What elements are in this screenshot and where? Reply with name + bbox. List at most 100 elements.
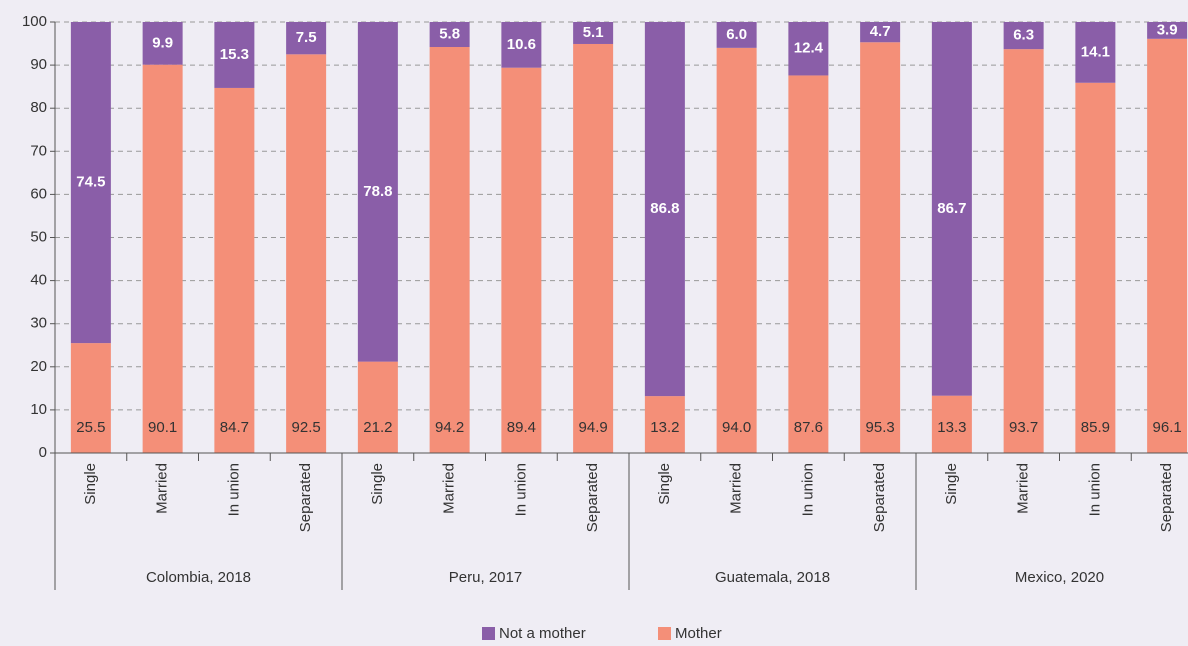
- bar-segment: [286, 54, 327, 453]
- data-label: 95.3: [866, 419, 895, 436]
- bar-segment: [1147, 38, 1188, 454]
- x-tick-label: Single: [82, 463, 99, 505]
- group-label: Colombia, 2018: [146, 569, 251, 586]
- bar-segment: [357, 361, 398, 453]
- data-label: 12.4: [794, 40, 824, 57]
- bar-segment: [644, 396, 685, 453]
- bar-segment: [788, 75, 829, 453]
- data-label: 96.1: [1153, 419, 1182, 436]
- data-label: 15.3: [220, 46, 249, 63]
- bar-segment: [931, 395, 972, 453]
- bar-segment: [214, 22, 255, 88]
- data-label: 84.7: [220, 419, 249, 436]
- x-tick-label: Married: [154, 463, 171, 514]
- bar-segment: [1003, 49, 1044, 453]
- x-tick-label: In union: [512, 463, 529, 516]
- x-tick-label: Single: [943, 463, 960, 505]
- x-tick-label: Separated: [871, 463, 888, 532]
- bar-segment: [501, 22, 542, 68]
- legend-swatch: [482, 627, 495, 640]
- x-tick-label: Married: [728, 463, 745, 514]
- x-tick-label: Married: [1015, 463, 1032, 514]
- bar-segment: [429, 22, 470, 47]
- data-label: 5.8: [439, 25, 460, 42]
- data-label: 6.0: [726, 26, 747, 43]
- bar-segment: [788, 22, 829, 76]
- group-label: Peru, 2017: [449, 569, 522, 586]
- bar-segment: [860, 22, 901, 43]
- legend-label: Not a mother: [499, 625, 586, 642]
- y-tick-label: 50: [30, 228, 47, 245]
- bar-segment: [1075, 82, 1116, 453]
- data-label: 86.8: [650, 200, 679, 217]
- data-label: 3.9: [1157, 21, 1178, 38]
- x-tick-label: Separated: [297, 463, 314, 532]
- y-tick-label: 70: [30, 142, 47, 159]
- data-label: 94.2: [435, 419, 464, 436]
- x-tick-label: Single: [369, 463, 386, 505]
- bar-segment: [214, 87, 255, 454]
- data-label: 94.9: [579, 419, 608, 436]
- x-tick-label: In union: [1086, 463, 1103, 516]
- data-label: 74.5: [76, 174, 105, 191]
- y-tick-label: 100: [22, 13, 47, 30]
- data-label: 5.1: [583, 24, 604, 41]
- bar-segment: [1075, 22, 1116, 83]
- data-label: 86.7: [937, 200, 966, 217]
- data-label: 13.2: [650, 419, 679, 436]
- bar-segment: [357, 22, 398, 362]
- bar-segment: [573, 43, 614, 454]
- data-label: 21.2: [363, 419, 392, 436]
- x-tick-label: In union: [799, 463, 816, 516]
- x-tick-label: In union: [225, 463, 242, 516]
- legend-label: Mother: [675, 625, 722, 642]
- y-tick-label: 90: [30, 56, 47, 73]
- bar-segment: [70, 343, 111, 453]
- legend-swatch: [658, 627, 671, 640]
- data-label: 87.6: [794, 419, 823, 436]
- y-tick-label: 30: [30, 315, 47, 332]
- bar-segment: [860, 42, 901, 454]
- data-label: 25.5: [76, 419, 105, 436]
- data-label: 6.3: [1013, 27, 1034, 44]
- bar-segment: [142, 22, 183, 65]
- x-tick-label: Separated: [584, 463, 601, 532]
- bar-segment: [1147, 22, 1188, 39]
- y-tick-label: 0: [39, 444, 47, 461]
- data-label: 93.7: [1009, 419, 1038, 436]
- data-label: 94.0: [722, 419, 751, 436]
- data-label: 78.8: [363, 183, 392, 200]
- bar-segment: [501, 67, 542, 453]
- group-label: Guatemala, 2018: [715, 569, 830, 586]
- x-tick-label: Separated: [1158, 463, 1175, 532]
- bar-segment: [142, 64, 183, 453]
- data-label: 90.1: [148, 419, 177, 436]
- y-tick-label: 40: [30, 272, 47, 289]
- bar-segment: [70, 22, 111, 344]
- bar-segment: [644, 22, 685, 397]
- y-tick-label: 80: [30, 99, 47, 116]
- bar-segment: [716, 22, 757, 48]
- data-label: 89.4: [507, 419, 536, 436]
- bar-segment: [1003, 22, 1044, 50]
- data-label: 7.5: [296, 29, 317, 46]
- group-label: Mexico, 2020: [1015, 569, 1104, 586]
- data-label: 9.9: [152, 34, 173, 51]
- data-label: 10.6: [507, 36, 536, 53]
- data-label: 4.7: [870, 23, 891, 40]
- bar-segment: [286, 22, 327, 55]
- bar-segment: [716, 47, 757, 454]
- bar-segment: [429, 46, 470, 454]
- bar-segment: [573, 22, 614, 44]
- data-label: 14.1: [1081, 43, 1110, 60]
- x-tick-label: Married: [441, 463, 458, 514]
- x-tick-label: Single: [656, 463, 673, 505]
- data-label: 13.3: [937, 419, 966, 436]
- data-label: 85.9: [1081, 419, 1110, 436]
- y-tick-label: 60: [30, 185, 47, 202]
- data-label: 92.5: [292, 419, 321, 436]
- y-tick-label: 10: [30, 401, 47, 418]
- bar-segment: [931, 22, 972, 396]
- y-tick-label: 20: [30, 358, 47, 375]
